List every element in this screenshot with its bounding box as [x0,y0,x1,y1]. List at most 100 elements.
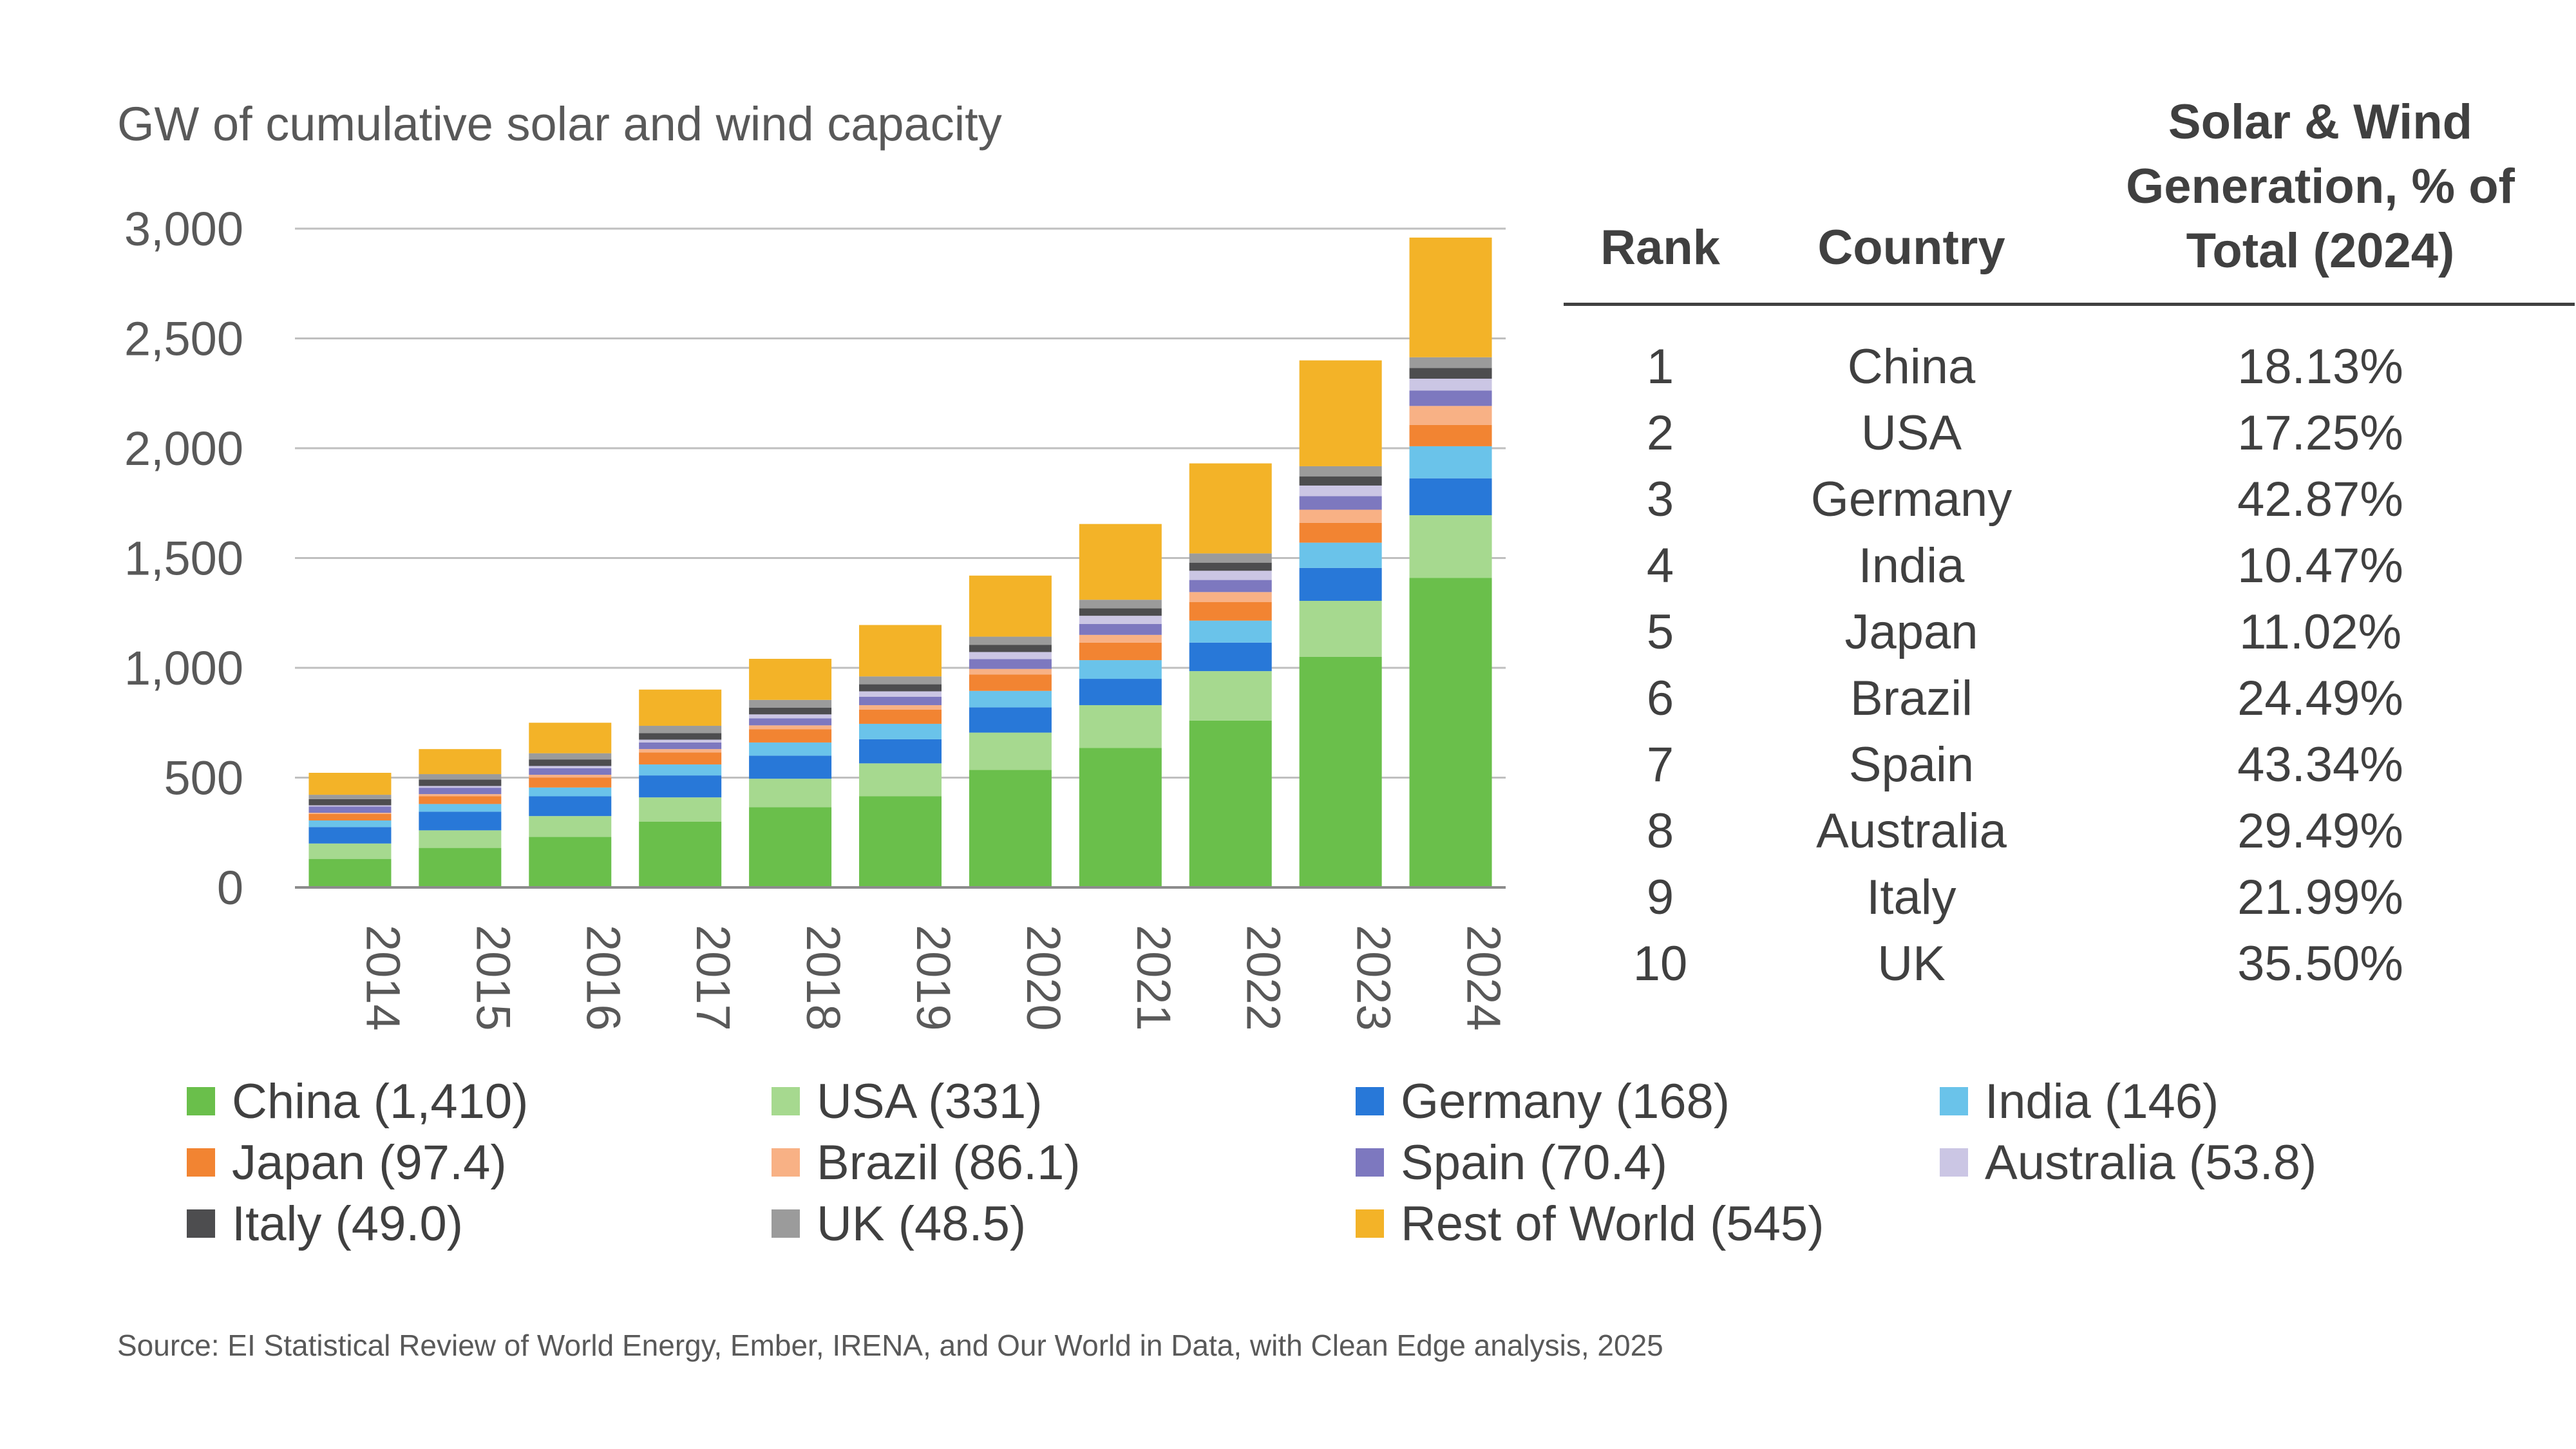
table-row: 4 India 10.47% [1564,533,2575,599]
bar-segment [1189,571,1272,580]
legend-label: UK (48.5) [817,1196,1027,1251]
legend-item: China (1,410) [187,1072,529,1130]
bar-segment [1079,623,1162,635]
bar-segment [639,742,722,750]
bar-segment [639,752,722,765]
legend-item: USA (331) [772,1072,1043,1130]
bar-segment [1189,463,1272,554]
country-header: Country [1817,220,2005,275]
bar-segment [969,690,1052,708]
bar-segment [749,742,832,756]
bar-segment [308,820,392,828]
bar-segment [859,796,942,887]
bar-segment [1079,660,1162,679]
rank-header: Rank [1600,220,1720,275]
bar-segment [859,705,942,710]
country-cell: Italy [1866,870,1956,925]
bar-segment [859,763,942,797]
bar-segment [1299,485,1382,497]
table-row: 10 UK 35.50% [1564,931,2575,997]
x-tick-label: 2020 [1017,925,1070,1031]
x-tick-label: 2018 [797,925,850,1031]
bar-segment [1189,642,1272,672]
table-row: 2 USA 17.25% [1564,400,2575,466]
bar-segment [1079,705,1162,748]
generation-share-header: Solar & Wind Generation, % of Total (202… [2066,90,2575,283]
bar-segment [969,668,1052,675]
share-cell: 10.47% [2237,538,2403,593]
bar-segment [308,805,392,807]
bar-segment [529,777,612,788]
legend-swatch [1940,1087,1968,1115]
y-tick-label: 1,000 [124,641,243,695]
bar-segment [1079,679,1162,705]
bar-segment [1189,620,1272,643]
bar-segment [859,625,942,677]
legend-label: China (1,410) [232,1074,529,1129]
legend-label: Brazil (86.1) [817,1135,1081,1190]
bar-segment [859,676,942,685]
legend-item: India (146) [1940,1072,2219,1130]
y-tick-label: 0 [217,861,243,914]
legend-swatch [1356,1209,1384,1238]
rank-cell: 9 [1646,870,1674,925]
bar-segment [639,764,722,776]
bar-segment [1189,562,1272,571]
generation-share-header-line-3: Total (2024) [2186,223,2455,278]
rank-cell: 7 [1646,737,1674,792]
bar-segment [859,739,942,764]
bar-segment [529,787,612,797]
legend-item: Japan (97.4) [187,1133,507,1191]
bar-segment [639,797,722,822]
x-tick-label: 2019 [907,925,960,1031]
bar-segment [969,707,1052,733]
bar-segment [969,674,1052,691]
legend-item: UK (48.5) [772,1195,1026,1253]
rank-cell: 2 [1646,406,1674,460]
bar-segment [969,659,1052,669]
table-row: 1 China 18.13% [1564,334,2575,400]
legend-item: Australia (53.8) [1940,1133,2316,1191]
bar-segment [308,813,392,820]
share-cell: 21.99% [2237,870,2403,925]
bar-segment [419,749,502,775]
bar-segment [1409,478,1492,516]
bar-segment [529,796,612,817]
share-cell: 18.13% [2237,339,2403,394]
legend-label: Rest of World (545) [1401,1196,1824,1251]
bar-segment [639,821,722,887]
country-cell: USA [1861,406,1962,460]
bar-segment [419,804,502,812]
legend-label: Australia (53.8) [1985,1135,2317,1190]
bar-segment [1299,656,1382,887]
bar-segment [1189,720,1272,887]
bar-segment [749,714,832,719]
bar-segment [969,645,1052,652]
legend-swatch [187,1209,215,1238]
country-cell: China [1847,339,1976,394]
x-tick-label: 2014 [356,925,410,1031]
bar-segment [1409,237,1492,357]
bar-segment [419,774,502,780]
bar-segment [1409,357,1492,368]
bar-segment [859,709,942,724]
bar-segment [749,725,832,730]
bar-segment [1189,580,1272,592]
bar-segment [419,796,502,804]
bar-segment [1189,671,1272,721]
bar-segment [308,843,392,859]
bar-segment [529,837,612,887]
legend-swatch [772,1209,800,1238]
bar-segment [529,768,612,775]
legend-swatch [772,1148,800,1177]
table-row: 9 Italy 21.99% [1564,864,2575,931]
bar-segment [1299,466,1382,477]
bar-segment [1079,634,1162,643]
rank-cell: 6 [1646,671,1674,726]
share-cell: 24.49% [2237,671,2403,726]
x-tick-label: 2015 [466,925,520,1031]
bar-segment [1299,509,1382,523]
bar-segment [419,788,502,795]
bar-segment [419,811,502,831]
bar-segment [419,786,502,788]
